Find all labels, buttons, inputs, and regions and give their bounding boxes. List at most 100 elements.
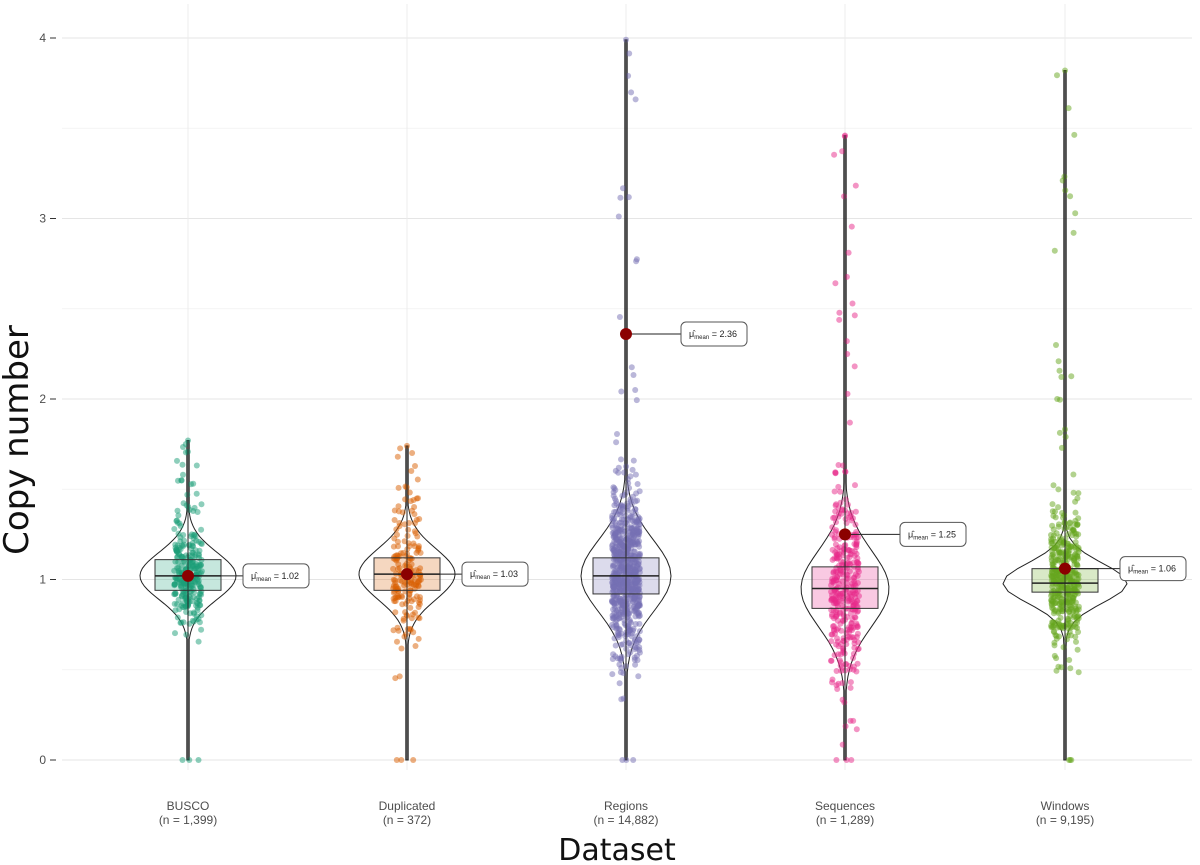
- data-point: [632, 621, 639, 627]
- data-point: [1061, 539, 1068, 546]
- data-point: [171, 526, 178, 532]
- data-point: [626, 559, 633, 566]
- data-point: [841, 699, 848, 706]
- data-point: [848, 624, 854, 631]
- data-point: [637, 521, 643, 528]
- data-point: [174, 614, 181, 621]
- data-point: [609, 579, 616, 586]
- data-point: [171, 567, 178, 574]
- mean-point: [620, 328, 632, 341]
- violin-layer: [139, 39, 1128, 761]
- data-point: [855, 568, 862, 575]
- data-point: [625, 639, 632, 646]
- data-point: [835, 580, 842, 587]
- data-point: [415, 543, 422, 550]
- data-point: [411, 576, 418, 583]
- data-point: [198, 501, 205, 508]
- data-point: [1073, 638, 1079, 645]
- data-point: [851, 614, 858, 621]
- data-point: [610, 516, 617, 523]
- data-point: [620, 695, 627, 702]
- data-point: [175, 596, 182, 603]
- data-point: [172, 630, 178, 637]
- data-point: [1055, 549, 1062, 556]
- data-point: [174, 507, 181, 514]
- data-point: [613, 500, 620, 507]
- data-point: [854, 622, 860, 629]
- data-point: [1058, 374, 1065, 380]
- data-point: [1049, 540, 1056, 547]
- data-point: [392, 598, 399, 605]
- data-point: [411, 596, 418, 603]
- data-point: [846, 419, 853, 426]
- data-point: [614, 431, 620, 437]
- data-point: [620, 559, 626, 566]
- data-point: [631, 527, 638, 534]
- data-point: [616, 625, 622, 632]
- data-point: [1050, 535, 1057, 542]
- data-point: [1055, 523, 1062, 530]
- data-point: [391, 517, 398, 523]
- data-point: [417, 576, 424, 583]
- data-point: [610, 584, 617, 591]
- axis-layer: 0 1 2 3 4 BUSCO(n = 1,399) Duplicated(n = 372)…: [39, 31, 1094, 827]
- data-point: [394, 453, 401, 460]
- data-point: [1053, 571, 1060, 578]
- data-point: [1066, 657, 1073, 663]
- data-point: [407, 555, 414, 562]
- data-point: [174, 457, 180, 464]
- data-point: [628, 364, 635, 371]
- data-point: [195, 594, 202, 601]
- mean-label: μ̂mean = 2.36: [689, 329, 737, 341]
- data-point: [198, 540, 204, 547]
- data-point: [636, 590, 643, 597]
- data-point: [623, 36, 629, 43]
- data-point: [828, 588, 835, 595]
- data-point: [180, 541, 187, 548]
- data-point: [1055, 486, 1062, 493]
- data-point: [413, 567, 420, 574]
- y-tick-label: 2: [39, 392, 46, 406]
- data-point: [836, 609, 843, 616]
- data-point: [1056, 577, 1063, 584]
- x-category-n-label: (n = 14,882): [593, 813, 658, 827]
- data-point: [614, 564, 621, 571]
- data-point: [618, 665, 625, 671]
- y-tick-label: 0: [39, 753, 46, 767]
- data-point: [399, 578, 406, 585]
- box-layer: [154, 39, 1099, 760]
- data-point: [852, 482, 858, 489]
- data-point: [404, 532, 411, 539]
- data-point: [836, 309, 843, 316]
- data-point: [617, 669, 624, 676]
- data-point: [407, 626, 414, 633]
- data-point: [401, 521, 408, 528]
- data-point: [1049, 560, 1056, 567]
- x-category-n-label: (n = 1,289): [816, 813, 874, 827]
- data-point: [620, 568, 627, 575]
- data-point: [1051, 247, 1058, 254]
- data-point: [632, 387, 639, 393]
- data-point: [841, 193, 847, 200]
- data-point: [852, 521, 859, 528]
- data-point: [835, 505, 842, 512]
- x-category-n-label: (n = 9,195): [1036, 813, 1094, 827]
- data-point: [1059, 510, 1066, 516]
- data-point: [838, 510, 845, 517]
- data-point: [851, 640, 858, 647]
- data-point: [1072, 509, 1079, 516]
- data-point: [848, 223, 855, 230]
- data-point: [399, 601, 406, 608]
- data-point: [394, 638, 400, 645]
- data-point: [403, 561, 410, 567]
- data-point: [401, 538, 408, 545]
- data-point: [1049, 501, 1056, 508]
- data-point: [619, 602, 626, 609]
- data-point: [395, 561, 402, 568]
- data-point: [851, 644, 858, 651]
- data-point: [616, 314, 623, 320]
- data-point: [632, 471, 639, 478]
- data-point: [830, 607, 837, 614]
- data-point: [1072, 552, 1079, 558]
- data-point: [833, 757, 840, 763]
